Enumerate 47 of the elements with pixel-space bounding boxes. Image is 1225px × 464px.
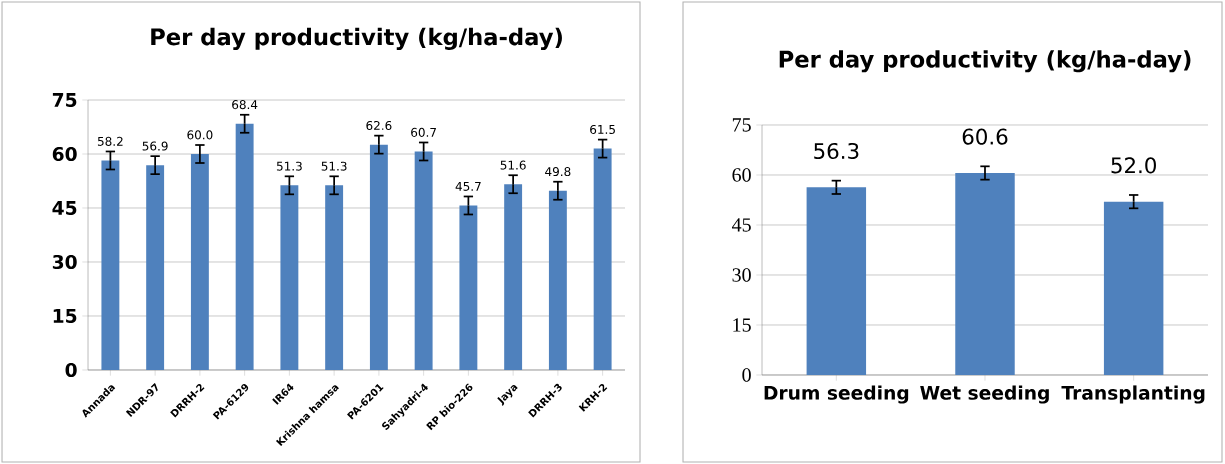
bar [101,160,120,370]
y-tick-label: 15 [733,318,751,332]
y-tick-label: 60 [732,168,751,182]
y-tick-label: 60 [52,146,77,162]
chart-title: Per day productivity (kg/ha-day) [151,27,562,50]
data-label: 56.9 [142,141,168,151]
bar [414,151,433,370]
bar [1103,201,1164,375]
y-tick-label: 45 [52,201,77,215]
data-label: 60.7 [411,127,436,137]
chart-title: Per day productivity (kg/ha-day) [779,50,1191,73]
bar [146,165,165,370]
bar [280,185,299,370]
x-tick-label: Transplanting [1061,385,1205,404]
data-label: 51.6 [500,160,526,170]
x-tick-label: Drum seeding [764,385,909,404]
data-label: 51.3 [276,161,302,171]
y-tick-label: 45 [732,218,751,232]
data-label: 56.3 [814,142,859,160]
bar [504,184,523,370]
y-tick-label: 0 [742,368,751,382]
bar [806,187,867,375]
data-label: 68.4 [232,100,258,110]
data-label: 51.3 [321,161,347,171]
bar [955,172,1015,375]
y-tick-label: 0 [65,362,77,378]
data-label: 61.5 [590,124,615,134]
bar [369,144,388,370]
y-tick-label: 75 [52,93,77,107]
y-tick-label: 15 [53,309,77,323]
bar [235,123,254,370]
y-tick-label: 30 [52,254,77,270]
data-label: 62.6 [366,120,392,131]
bar [325,185,344,370]
x-tick-label: Wet seeding [920,385,1049,404]
bar [190,154,209,370]
data-label: 60.0 [187,130,213,140]
data-label: 52.0 [1111,157,1156,174]
y-tick-label: 30 [732,268,751,282]
data-label: 58.2 [97,136,123,146]
bar [548,190,567,370]
data-label: 60.6 [962,128,1008,145]
data-label: 45.7 [455,181,481,191]
data-label: 49.8 [545,167,571,177]
y-tick-label: 75 [732,118,751,132]
bar [593,148,612,370]
bar [459,205,478,370]
